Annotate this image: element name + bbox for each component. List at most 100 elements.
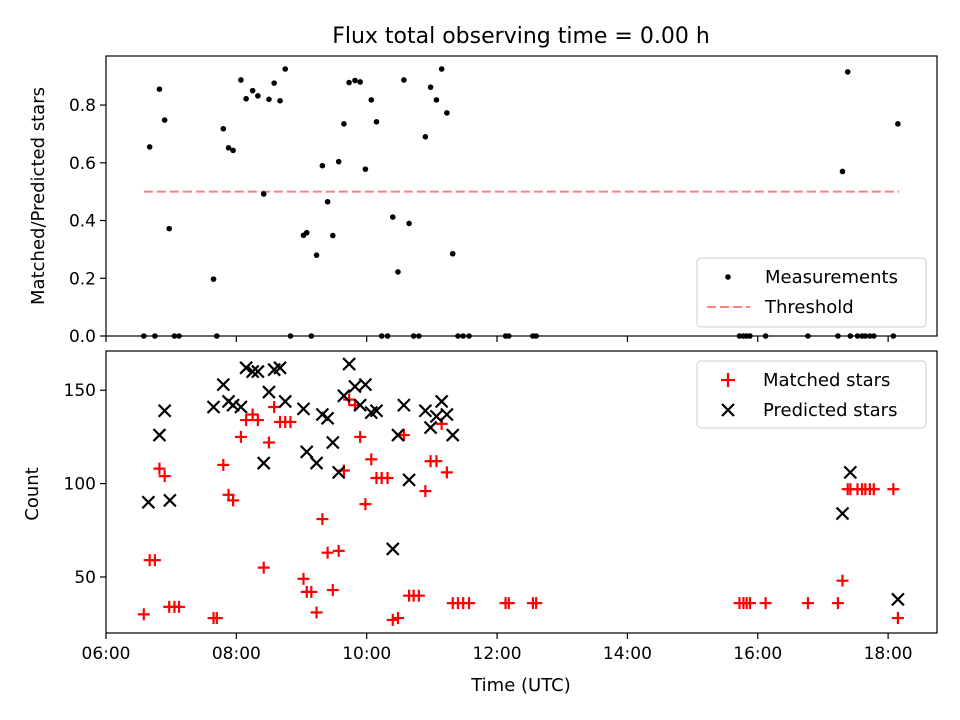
measurement-point bbox=[266, 96, 272, 103]
measurement-point bbox=[255, 93, 261, 99]
measurement-point bbox=[260, 191, 267, 197]
measurement-point bbox=[341, 121, 347, 127]
x-tick-label: 06:00 bbox=[82, 644, 131, 664]
legend-measurements-marker bbox=[725, 274, 731, 280]
x-tick-label: 14:00 bbox=[603, 644, 652, 664]
matched-stars-point bbox=[268, 401, 281, 414]
legend-predicted-marker bbox=[721, 403, 735, 417]
x-tick-label: 08:00 bbox=[212, 644, 261, 664]
predicted-stars-point bbox=[141, 495, 156, 510]
measurement-point bbox=[166, 225, 173, 232]
count-points bbox=[137, 357, 905, 626]
top-ticks: 0.0 0.2 0.4 0.6 0.8 bbox=[69, 96, 889, 347]
predicted-stars-point bbox=[256, 456, 271, 470]
matched-stars-point bbox=[148, 554, 161, 567]
measurement-point bbox=[330, 232, 336, 239]
x-tick-label: 12:00 bbox=[473, 644, 522, 664]
predicted-stars-point bbox=[429, 409, 444, 424]
predicted-stars-point bbox=[152, 428, 167, 442]
measurement-point bbox=[303, 229, 310, 236]
predicted-stars-point bbox=[299, 445, 314, 459]
measurement-point bbox=[210, 276, 217, 282]
matched-stars-point bbox=[262, 436, 275, 449]
measurement-point bbox=[313, 252, 320, 258]
measurement-point bbox=[395, 269, 401, 275]
matched-stars-point bbox=[391, 612, 404, 625]
matched-stars-point bbox=[801, 597, 814, 610]
predicted-stars-point bbox=[278, 394, 293, 409]
matched-stars-point bbox=[284, 415, 297, 428]
y-tick-label: 0.6 bbox=[69, 154, 96, 174]
matched-stars-point bbox=[397, 429, 410, 442]
predicted-stars-point bbox=[273, 361, 287, 375]
measurement-point bbox=[161, 117, 168, 123]
matched-stars-point bbox=[251, 414, 264, 427]
top-legend-box bbox=[696, 257, 927, 328]
predicted-stars-point bbox=[309, 456, 324, 470]
measurement-point bbox=[368, 97, 375, 103]
chart-title: Flux total observing time = 0.00 h bbox=[332, 24, 710, 49]
matched-stars-point bbox=[305, 585, 318, 598]
bottom-legend: Matched stars Predicted stars bbox=[696, 360, 927, 429]
matched-stars-point bbox=[887, 483, 900, 496]
matched-stars-point bbox=[217, 458, 230, 471]
predicted-stars-point bbox=[445, 428, 460, 442]
predicted-stars-point bbox=[226, 398, 240, 412]
legend-measurements-label: Measurements bbox=[765, 267, 898, 288]
predicted-stars-point bbox=[251, 364, 265, 379]
matched-stars-point bbox=[326, 584, 339, 597]
predicted-stars-point bbox=[891, 592, 905, 607]
predicted-stars-point bbox=[402, 473, 416, 487]
matched-stars-point bbox=[158, 470, 171, 483]
bottom-axes-frame bbox=[105, 350, 938, 634]
measurement-point bbox=[389, 214, 396, 220]
matched-stars-point bbox=[836, 574, 849, 587]
measurement-point bbox=[895, 121, 901, 127]
bottom-ticks: 50 100 150 06:00 08:00 10:00 12:00 14:00 16:00 18… bbox=[64, 381, 913, 664]
measurement-point bbox=[427, 84, 434, 90]
matched-stars-point bbox=[137, 608, 150, 621]
y-tick-label: 100 bbox=[64, 475, 96, 495]
predicted-stars-point bbox=[418, 403, 433, 418]
matched-stars-point bbox=[316, 513, 329, 526]
predicted-stars-point bbox=[434, 394, 449, 409]
predicted-stars-point bbox=[440, 407, 454, 422]
measurement-point bbox=[238, 77, 244, 83]
measurement-point bbox=[230, 147, 236, 154]
matched-stars-point bbox=[759, 597, 772, 610]
measurement-point bbox=[146, 144, 153, 150]
predicted-stars-point bbox=[337, 389, 351, 403]
matched-stars-point bbox=[419, 485, 432, 498]
matched-stars-point bbox=[246, 408, 259, 421]
matched-stars-point bbox=[359, 498, 372, 511]
measurement-point bbox=[362, 166, 369, 172]
predicted-stars-point bbox=[843, 465, 858, 480]
legend-matched-marker bbox=[721, 373, 735, 387]
bottom-plot-area: 50 100 150 06:00 08:00 10:00 12:00 14:00 16:00 18… bbox=[22, 350, 938, 696]
measurement-point bbox=[401, 77, 407, 83]
matched-stars-point bbox=[867, 483, 880, 496]
y-tick-label: 0.0 bbox=[69, 327, 96, 347]
top-legend: Measurements Threshold bbox=[696, 257, 927, 328]
matched-stars-point bbox=[530, 597, 543, 610]
predicted-stars-point bbox=[245, 364, 260, 379]
measurement-point bbox=[444, 110, 450, 116]
measurement-point bbox=[277, 97, 283, 104]
predicted-stars-point bbox=[397, 398, 411, 412]
predicted-stars-point bbox=[342, 357, 356, 371]
measurement-point bbox=[324, 198, 331, 205]
predicted-stars-point bbox=[331, 465, 346, 480]
matched-stars-point bbox=[412, 589, 425, 602]
matched-stars-point bbox=[463, 597, 476, 610]
measurement-point bbox=[433, 97, 440, 103]
measurement-point bbox=[422, 134, 429, 140]
matched-stars-point bbox=[297, 572, 310, 585]
matched-stars-point bbox=[891, 612, 904, 625]
measurement-point bbox=[844, 69, 851, 75]
top-y-axis-label: Matched/Predicted stars bbox=[28, 87, 49, 305]
matched-stars-point bbox=[310, 606, 323, 619]
matched-stars-point bbox=[227, 494, 240, 507]
y-tick-label: 0.8 bbox=[69, 96, 96, 116]
measurement-point bbox=[225, 144, 232, 151]
predicted-stars-point bbox=[163, 493, 177, 508]
